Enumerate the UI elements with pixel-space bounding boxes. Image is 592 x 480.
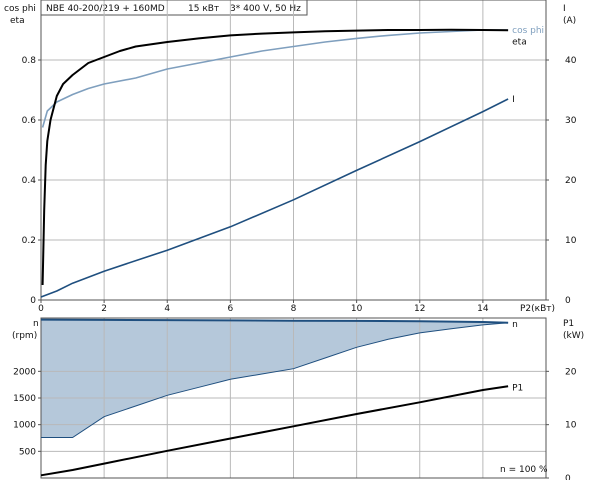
- series-label-n: n: [512, 320, 518, 330]
- top-panel-ticks: 0 2 4 6 8 10 12 14 0 0.2 0.4 0.6 0.8 0 10 20 30 40: [22, 56, 577, 314]
- bottom-left-tick-label-2000: 2000: [13, 367, 36, 377]
- bottom-left-tick-label-1000: 1000: [13, 421, 36, 431]
- header-supply: 3* 400 V, 50 Hz: [230, 4, 301, 14]
- bottom-left-axis-label-1: n: [33, 319, 39, 329]
- series-speed-lower: [41, 322, 509, 438]
- top-right-axis-label-2: (A): [563, 16, 576, 26]
- series-n: [40, 318, 509, 324]
- right-tick-label-20: 20: [565, 176, 577, 186]
- speed-percent-note: n = 100 %: [500, 465, 548, 475]
- top-right-axis-label-1: I: [563, 4, 566, 14]
- x-tick-label-4: 4: [164, 304, 170, 314]
- series-label-cos-phi: cos phi: [512, 26, 544, 36]
- x-tick-label-6: 6: [228, 304, 234, 314]
- left-tick-label-0: 0: [30, 296, 36, 306]
- bottom-panel-series: n P1: [40, 318, 523, 477]
- bottom-panel-ticks: 500 1000 1500 2000 0 10 20: [13, 367, 577, 480]
- bottom-left-axis-label-2: (rpm): [12, 331, 37, 341]
- speed-range-fill: [41, 319, 509, 438]
- right-tick-label-10: 10: [565, 236, 577, 246]
- bottom-right-tick-label-10: 10: [565, 421, 577, 431]
- series-eta: [41, 28, 509, 286]
- bottom-right-tick-label-0: 0: [565, 474, 571, 480]
- series-I: [40, 98, 509, 298]
- x-tick-label-8: 8: [291, 304, 297, 314]
- right-tick-label-30: 30: [565, 116, 577, 126]
- bottom-right-tick-label-20: 20: [565, 367, 577, 377]
- top-panel-grid: [41, 0, 546, 300]
- left-tick-label-0.6: 0.6: [22, 116, 37, 126]
- right-tick-label-40: 40: [565, 56, 577, 66]
- bottom-right-axis-label-2: (kW): [563, 331, 584, 341]
- x-tick-label-2: 2: [101, 304, 107, 314]
- x-axis-label: P2(кВт): [520, 304, 555, 314]
- x-tick-label-12: 12: [414, 304, 425, 314]
- series-label-P1: P1: [512, 383, 523, 393]
- left-tick-label-0.8: 0.8: [22, 56, 37, 66]
- x-tick-label-10: 10: [351, 304, 363, 314]
- bottom-left-tick-label-500: 500: [19, 447, 36, 457]
- series-label-eta: eta: [512, 37, 527, 47]
- bottom-left-tick-label-1500: 1500: [13, 394, 36, 404]
- bottom-right-axis-label-1: P1: [563, 319, 574, 329]
- top-left-axis-label-1: cos phi: [4, 4, 36, 14]
- left-tick-label-0.2: 0.2: [22, 236, 36, 246]
- x-tick-label-0: 0: [38, 304, 44, 314]
- left-tick-label-0.4: 0.4: [22, 176, 37, 186]
- series-cos-phi: [41, 29, 509, 128]
- right-tick-label-0: 0: [565, 296, 571, 306]
- top-left-axis-label-2: eta: [10, 16, 25, 26]
- series-P1: [40, 385, 509, 477]
- header-power: 15 кВт: [188, 4, 219, 14]
- speed-range-area: [41, 319, 509, 438]
- header-title: NBE 40-200/219 + 160MD: [46, 4, 165, 14]
- x-tick-label-14: 14: [477, 304, 489, 314]
- series-label-i: I: [512, 95, 515, 105]
